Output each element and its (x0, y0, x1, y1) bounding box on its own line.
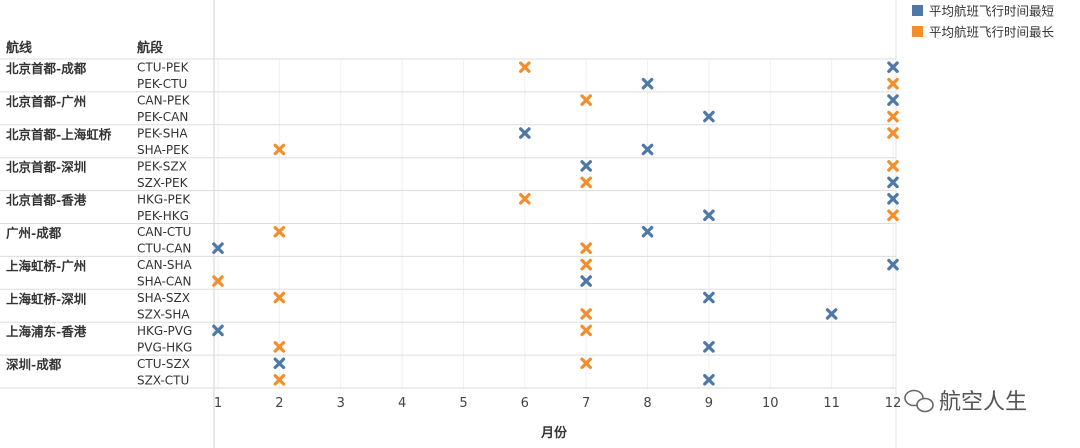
longest-marker (212, 275, 224, 287)
segment-label: CTU-CAN (137, 242, 191, 256)
longest-marker (580, 242, 592, 254)
route-column-header: 航线 (6, 40, 32, 56)
route-label: 北京首都-广州 (6, 94, 86, 109)
shortest-marker (273, 357, 286, 370)
shortest-marker (703, 110, 715, 123)
shortest-marker (887, 61, 899, 74)
segment-label: SHA-PEK (137, 143, 190, 157)
segment-label: PEK-CTU (137, 77, 187, 91)
longest-marker (580, 357, 592, 370)
legend-label: 平均航班飞行时间最短 (929, 4, 1054, 19)
route-label: 北京首都-香港 (6, 193, 87, 208)
shortest-marker (703, 373, 715, 386)
x-tick-label: 7 (582, 396, 590, 411)
shortest-marker (703, 209, 715, 222)
shortest-marker (703, 291, 715, 304)
shortest-marker (641, 143, 654, 156)
route-label: 上海浦东-香港 (6, 324, 87, 339)
longest-marker (273, 225, 286, 238)
shortest-marker (212, 324, 224, 337)
legend-label: 平均航班飞行时间最长 (929, 25, 1055, 40)
segment-label: SZX-SHA (137, 307, 190, 321)
shortest-marker (887, 94, 899, 106)
segment-label: CAN-CTU (137, 225, 191, 239)
shortest-marker (887, 258, 899, 271)
route-label: 深圳-成都 (6, 357, 62, 372)
longest-marker (273, 341, 286, 353)
shortest-marker (212, 242, 224, 254)
route-label: 广州-成都 (6, 226, 62, 241)
shortest-marker (641, 77, 654, 90)
segment-column-header: 航段 (137, 40, 163, 56)
segment-label: PEK-SZX (137, 159, 187, 173)
longest-marker (273, 143, 286, 156)
shortest-marker (519, 127, 531, 139)
shortest-marker (580, 275, 592, 287)
longest-marker (580, 94, 592, 106)
route-label: 上海虹桥-深圳 (6, 291, 86, 306)
longest-marker (887, 77, 899, 90)
route-label: 上海虹桥-广州 (6, 258, 86, 273)
longest-marker (887, 209, 899, 222)
segment-label: CTU-SZX (137, 357, 190, 371)
x-axis-title: 月份 (540, 425, 568, 441)
segment-label: CTU-PEK (137, 61, 190, 75)
longest-marker (273, 373, 286, 386)
longest-marker (519, 193, 531, 205)
segment-label: PEK-CAN (137, 110, 188, 124)
segment-label: SZX-PEK (137, 176, 189, 190)
x-tick-label: 1 (214, 396, 222, 411)
shortest-marker (703, 341, 715, 353)
shortest-marker (641, 225, 654, 238)
longest-marker (519, 61, 531, 74)
longest-marker (580, 308, 592, 320)
shortest-marker (825, 308, 838, 320)
route-label: 北京首都-深圳 (6, 160, 86, 175)
route-label: 北京首都-成都 (6, 61, 87, 76)
segment-label: HKG-PEK (137, 192, 191, 206)
shortest-marker (887, 193, 899, 205)
x-tick-label: 3 (337, 396, 345, 411)
longest-marker (887, 127, 899, 139)
segment-label: SHA-CAN (137, 275, 191, 289)
segment-label: PVG-HKG (137, 340, 192, 354)
x-tick-label: 11 (823, 396, 840, 411)
longest-marker (580, 258, 592, 271)
shortest-marker (580, 160, 592, 172)
watermark-text: 航空人生 (939, 390, 1027, 415)
legend-swatch (912, 26, 923, 37)
longest-marker (580, 324, 592, 337)
segment-label: PEK-SHA (137, 127, 188, 141)
x-tick-label: 8 (643, 396, 651, 411)
segment-label: HKG-PVG (137, 324, 192, 338)
x-tick-label: 12 (885, 396, 902, 411)
segment-label: SZX-CTU (137, 373, 189, 387)
longest-marker (887, 110, 899, 123)
x-tick-label: 4 (398, 396, 406, 411)
longest-marker (887, 160, 899, 172)
segment-label: SHA-SZX (137, 291, 190, 305)
x-tick-label: 2 (275, 396, 283, 411)
route-label: 北京首都-上海虹桥 (6, 127, 112, 142)
segment-label: CAN-SHA (137, 258, 193, 272)
x-tick-label: 9 (705, 396, 713, 411)
segment-label: CAN-PEK (137, 94, 191, 108)
wechat-icon (904, 389, 934, 413)
x-tick-label: 6 (521, 396, 529, 411)
shortest-marker (887, 176, 899, 189)
segment-label: PEK-HKG (137, 209, 189, 223)
longest-marker (273, 291, 286, 304)
longest-marker (580, 176, 592, 189)
x-tick-label: 10 (762, 396, 779, 411)
legend-swatch (912, 5, 923, 16)
x-tick-label: 5 (459, 396, 467, 411)
